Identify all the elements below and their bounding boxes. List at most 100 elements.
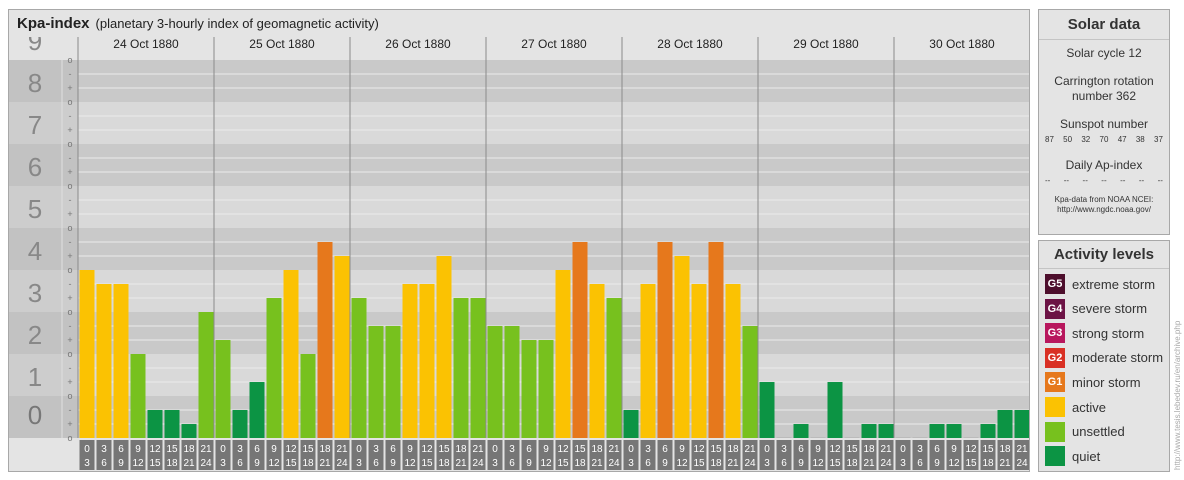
x-tick-end: 3	[900, 458, 906, 469]
bar-zero	[810, 437, 826, 438]
x-tick-box	[623, 440, 639, 470]
y-minor-tick-label: -	[69, 405, 72, 415]
ap-values: -- -- -- -- -- -- --	[1039, 176, 1169, 185]
y-minor-tick-label: +	[67, 377, 72, 387]
bar	[861, 424, 877, 438]
x-tick-start: 18	[319, 444, 331, 455]
x-tick-start: 18	[455, 444, 467, 455]
sunspot-values: 87 50 32 70 47 38 37	[1039, 135, 1169, 144]
sunspot-value-1: 87	[1045, 135, 1054, 144]
ap-value-6: --	[1138, 176, 1145, 185]
y-tick-label: 8	[28, 68, 42, 98]
y-minor-tick-label: +	[67, 209, 72, 219]
bar	[419, 283, 435, 438]
watermark-url: http://www.tesis.lebedev.ru/en/archive.p…	[1173, 320, 1182, 470]
x-tick-start: 18	[591, 444, 603, 455]
x-tick-box	[691, 440, 707, 470]
bar	[79, 270, 95, 438]
x-tick-start: 21	[880, 444, 892, 455]
legend-swatch: G4	[1045, 298, 1065, 319]
x-tick-end: 24	[1016, 458, 1028, 469]
x-tick-start: 18	[999, 444, 1011, 455]
x-tick-end: 3	[628, 458, 634, 469]
y-tick-label: 3	[28, 278, 42, 308]
legend-label: unsettled	[1072, 424, 1125, 440]
x-tick-start: 3	[781, 444, 787, 455]
x-tick-box	[742, 440, 758, 470]
x-tick-end: 24	[472, 458, 484, 469]
x-tick-start: 6	[390, 444, 396, 455]
bar	[164, 409, 180, 438]
x-tick-end: 24	[200, 458, 212, 469]
bar	[572, 241, 588, 438]
x-tick-start: 3	[645, 444, 651, 455]
x-tick-box	[317, 440, 333, 470]
bar	[283, 270, 299, 438]
x-tick-end: 21	[455, 458, 467, 469]
kpa-bar-chart: 0123456789o+-o+-o+-o+-o+-o+-o+-o+-o+-o24…	[9, 37, 1029, 471]
bar	[232, 409, 248, 438]
x-tick-start: 15	[302, 444, 314, 455]
y-minor-tick-label: +	[67, 335, 72, 345]
bar	[317, 241, 333, 438]
x-tick-start: 0	[900, 444, 906, 455]
y-minor-tick-label: o	[67, 265, 72, 275]
day-label: 28 Oct 1880	[657, 37, 723, 51]
x-tick-end: 3	[84, 458, 90, 469]
x-tick-end: 9	[254, 458, 260, 469]
x-tick-end: 15	[149, 458, 161, 469]
x-tick-end: 12	[812, 458, 824, 469]
legend-swatch: G1	[1045, 372, 1065, 393]
x-tick-start: 3	[509, 444, 515, 455]
x-tick-box	[810, 440, 826, 470]
x-tick-start: 12	[693, 444, 705, 455]
legend-item-minor-storm: G1 minor storm	[1045, 372, 1141, 393]
x-tick-box	[504, 440, 520, 470]
x-tick-end: 24	[336, 458, 348, 469]
x-tick-end: 12	[676, 458, 688, 469]
legend-label: severe storm	[1072, 301, 1148, 317]
x-tick-box	[419, 440, 435, 470]
x-tick-start: 9	[951, 444, 957, 455]
ap-value-5: --	[1120, 176, 1126, 185]
legend-label: extreme storm	[1072, 276, 1156, 292]
x-tick-box	[215, 440, 231, 470]
solar-cycle: Solar cycle 12	[1066, 46, 1142, 60]
x-tick-box	[674, 440, 690, 470]
chart-subtitle: (planetary 3-hourly index of geomagnetic…	[95, 16, 379, 31]
x-tick-end: 15	[965, 458, 977, 469]
x-tick-box	[521, 440, 537, 470]
legend-item-moderate-storm: G2 moderate storm	[1045, 347, 1163, 368]
x-tick-start: 12	[829, 444, 841, 455]
bar	[691, 283, 707, 438]
x-tick-box	[793, 440, 809, 470]
legend-swatch	[1045, 446, 1065, 467]
bar	[997, 409, 1013, 438]
y-minor-tick-label: -	[69, 279, 72, 289]
x-tick-end: 18	[166, 458, 178, 469]
x-tick-box	[708, 440, 724, 470]
bar	[742, 325, 758, 438]
bar	[657, 241, 673, 438]
y-tick-label: 4	[28, 236, 42, 266]
x-tick-box	[963, 440, 979, 470]
y-minor-tick-label: o	[67, 181, 72, 191]
x-tick-start: 3	[237, 444, 243, 455]
legend-swatch: G5	[1045, 274, 1065, 294]
y-label-band	[9, 60, 78, 102]
x-tick-box	[164, 440, 180, 470]
x-tick-start: 15	[574, 444, 586, 455]
bar	[640, 283, 656, 438]
x-tick-end: 6	[101, 458, 107, 469]
y-tick-label: 1	[28, 362, 42, 392]
y-label-band	[9, 102, 78, 144]
bar	[793, 424, 809, 438]
day-label: 24 Oct 1880	[113, 37, 179, 51]
x-tick-box	[912, 440, 928, 470]
y-minor-tick-label: +	[67, 419, 72, 429]
y-band	[78, 186, 1029, 228]
bar	[708, 241, 724, 438]
x-tick-box	[776, 440, 792, 470]
bar	[878, 424, 894, 438]
bar	[266, 298, 282, 438]
